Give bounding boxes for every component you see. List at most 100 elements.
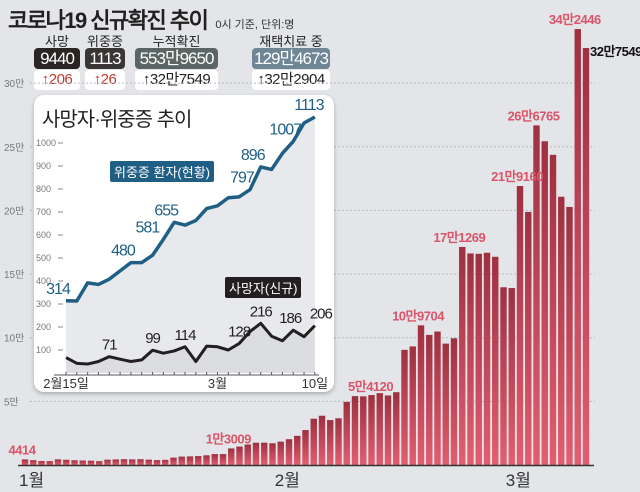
y-tick-label: 20만	[4, 205, 24, 217]
inset-title: 사망자·위중증 추이	[42, 109, 192, 131]
bar	[228, 448, 235, 465]
y-tick-label: 500	[36, 253, 51, 263]
bar	[46, 461, 53, 465]
bar	[401, 349, 408, 465]
bar	[79, 460, 86, 465]
bar	[145, 459, 152, 465]
bar	[211, 454, 218, 465]
data-label: 21만9160	[491, 169, 543, 184]
x-tick-label: 1월	[19, 471, 44, 490]
bar	[71, 460, 78, 465]
y-tick-label: 5만	[4, 396, 19, 408]
y-tick-label: 25만	[4, 142, 24, 154]
x-tick-label: 2월15일	[43, 376, 89, 391]
bar	[450, 338, 458, 465]
y-tick-label: 10만	[4, 333, 24, 345]
x-tick-label: 10일	[302, 376, 328, 391]
data-label: 1만3009	[206, 431, 251, 446]
bar	[335, 418, 342, 465]
x-tick-label: 3월	[208, 376, 227, 391]
data-label: 32만7549	[590, 44, 640, 59]
bar	[467, 253, 474, 465]
deaths-data-label: 216	[250, 303, 273, 320]
bar	[574, 29, 581, 465]
bar	[236, 446, 243, 465]
critical-data-label: 1007	[269, 121, 302, 138]
stat-change-home-care: ↑32만2904	[252, 70, 330, 90]
bar	[558, 196, 565, 466]
bar	[417, 325, 425, 465]
bar	[360, 396, 367, 465]
bar	[442, 343, 449, 465]
critical-line	[65, 115, 316, 303]
critical-data-label: 655	[154, 202, 179, 219]
bar	[508, 288, 515, 465]
y-tick-label: 700	[36, 207, 51, 217]
stat-label-deaths: 사망	[45, 34, 69, 49]
bar	[384, 395, 392, 465]
bar	[327, 420, 334, 465]
stat-value-deaths: 9440	[34, 48, 80, 69]
legend-critical: 위중증 환자(현황)	[110, 161, 214, 182]
critical-data-label: 314	[46, 281, 71, 298]
bar	[87, 460, 95, 465]
x-tick-label: 2월	[275, 471, 300, 490]
bar	[129, 459, 136, 465]
bar	[63, 459, 70, 465]
bar	[310, 418, 317, 465]
bar	[21, 459, 29, 465]
critical-area	[66, 117, 315, 373]
stat-label-home-care: 재택치료 중	[259, 34, 323, 49]
bar	[500, 287, 507, 465]
stat-change-critical: ↑26	[85, 70, 125, 90]
data-label: 34만2446	[549, 12, 601, 27]
bar	[294, 435, 301, 465]
bar	[302, 430, 309, 465]
bar	[96, 461, 103, 465]
bar	[112, 459, 119, 465]
stat-label-cumulative: 누적확진	[152, 34, 201, 49]
bar	[351, 396, 359, 465]
bar	[492, 256, 499, 465]
bar	[459, 246, 466, 465]
critical-data-label: 581	[136, 219, 161, 236]
bar	[162, 459, 169, 465]
x-tick-label: 3월	[506, 471, 531, 490]
deaths-data-label: 128	[228, 324, 251, 341]
bar	[120, 459, 128, 465]
deaths-line	[65, 321, 316, 366]
bar	[426, 334, 433, 465]
critical-data-label: 896	[241, 147, 266, 164]
stat-change-cumulative: ↑32만7549	[135, 70, 218, 90]
bar	[516, 186, 524, 465]
critical-data-label: 1113	[294, 97, 324, 114]
bar	[566, 206, 573, 465]
data-label: 10만9704	[392, 308, 445, 323]
deaths-data-label: 206	[310, 306, 333, 323]
y-tick-label: 1000	[36, 138, 56, 148]
deaths-data-label: 186	[279, 310, 302, 327]
legend-deaths: 사망자(신규)	[225, 277, 302, 298]
bar	[269, 443, 276, 465]
bar	[219, 454, 227, 465]
bar	[186, 456, 194, 465]
bar	[582, 48, 590, 466]
stat-value-critical: 1113	[85, 48, 125, 69]
bar	[137, 459, 144, 465]
critical-data-label: 480	[111, 243, 136, 260]
y-tick-label: 900	[36, 161, 51, 171]
deaths-data-label: 114	[175, 327, 197, 344]
y-tick-label: 400	[36, 276, 51, 286]
bar	[54, 459, 62, 465]
critical-data-label: 797	[230, 170, 255, 187]
bar	[104, 459, 111, 465]
bar	[368, 395, 375, 465]
y-tick-label: 200	[36, 322, 51, 332]
deaths-area	[66, 323, 315, 373]
y-tick-label: 100	[36, 345, 51, 355]
title-bar: 코로나19 신규확진 추이 0시 기준, 단위:명	[8, 3, 294, 35]
bar	[549, 154, 557, 465]
bar	[393, 392, 400, 465]
bar	[203, 455, 210, 465]
